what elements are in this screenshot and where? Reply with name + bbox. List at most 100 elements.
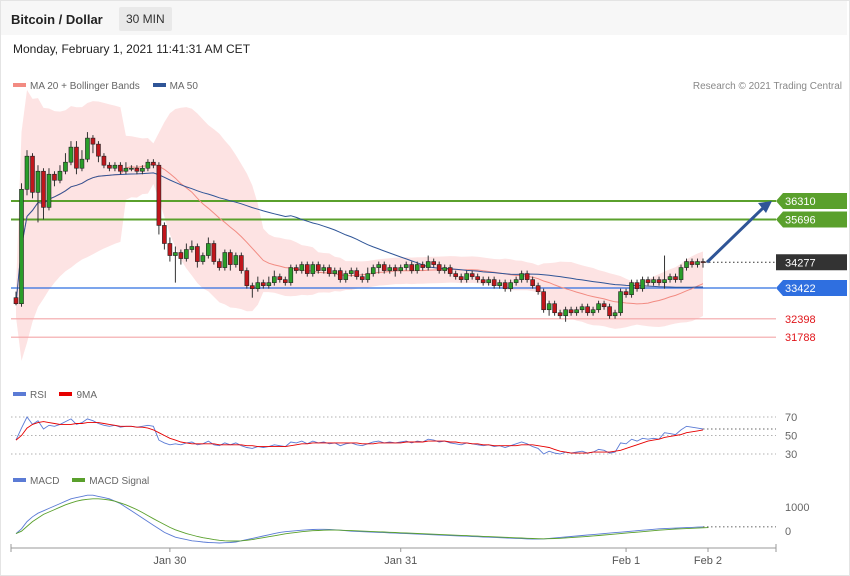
support-label-31788: 31788 (785, 332, 816, 344)
ma20-line (15, 163, 704, 305)
candle-body (392, 267, 398, 271)
candle-body (623, 291, 629, 295)
legend-swatch-ma20 (13, 83, 26, 88)
candle-body (337, 270, 343, 280)
candle-body (272, 276, 277, 283)
candle-body (30, 155, 35, 193)
candle-body (57, 170, 63, 181)
current-price-label: 34277 (785, 257, 816, 269)
candle-body (134, 167, 140, 172)
candle-body (629, 282, 634, 295)
candle-body (310, 264, 316, 274)
candle-body (634, 282, 640, 289)
candle-body (211, 243, 217, 262)
candle-body (293, 267, 299, 271)
candle-body (101, 155, 107, 166)
candle-body (590, 309, 596, 314)
legend-label-rsi: RSI (30, 390, 47, 401)
candle-body (453, 273, 458, 277)
candle-body (563, 309, 568, 317)
candle-body (90, 137, 96, 145)
candle-body (112, 164, 118, 169)
resistance-label-35696: 35696 (785, 215, 816, 227)
ma50-line (15, 172, 703, 304)
candle-body (140, 167, 145, 172)
legend-swatch-macd (13, 478, 26, 483)
projection-arrow (705, 205, 766, 264)
time-label-feb-2: Feb 2 (694, 555, 722, 567)
legend-label-ma20: MA 20 + Bollinger Bands (30, 81, 140, 92)
candle-body (546, 303, 552, 311)
candle-body (107, 164, 112, 169)
legend-item-rsi: RSI (13, 390, 47, 401)
macd-legend: MACD MACD Signal (13, 476, 159, 487)
candle-body (189, 246, 195, 250)
candle-body (299, 264, 305, 271)
candle-body (667, 276, 673, 280)
time-label-jan-30: Jan 30 (153, 555, 186, 567)
candle-body (35, 170, 41, 193)
research-credit: Research © 2021 Trading Central (692, 81, 842, 92)
candle-body (409, 264, 415, 271)
rsi-tick-label-50: 50 (785, 431, 797, 443)
time-label-jan-31: Jan 31 (384, 555, 417, 567)
legend-item-ma50: MA 50 (152, 81, 198, 92)
candle-body (574, 309, 579, 314)
candle-body (222, 252, 228, 268)
candle-body (321, 267, 327, 271)
legend-label-macd-signal: MACD Signal (89, 476, 150, 487)
candle-body (508, 282, 513, 289)
resistance-tag-35696 (776, 211, 847, 228)
timeframe-button[interactable]: 30 MIN (119, 7, 172, 31)
legend-item-ma20: MA 20 + Bollinger Bands (13, 81, 140, 92)
candle-body (304, 264, 310, 274)
resistance-label-36310: 36310 (785, 196, 816, 208)
candle-body (129, 167, 134, 170)
candle-body (151, 161, 156, 166)
candle-body (85, 137, 90, 160)
time-label-feb-1: Feb 1 (612, 555, 640, 567)
candle-body (579, 306, 585, 311)
title-bar: Bitcoin / Dollar 30 MIN (1, 1, 847, 35)
candle-body (618, 291, 623, 314)
candle-body (519, 273, 524, 280)
candle-body (200, 255, 206, 262)
candle-body (673, 276, 678, 280)
candle-body (480, 279, 486, 283)
candle-body (68, 146, 74, 163)
candle-body (46, 173, 52, 208)
candle-body (123, 167, 129, 172)
rsi-legend: RSI 9MA (13, 390, 107, 401)
pivot-tag-33422 (776, 279, 847, 296)
resistance-tag-36310 (776, 193, 847, 210)
candle-body (376, 264, 382, 268)
legend-item-9ma: 9MA (59, 390, 97, 401)
macd-tick-label-1000: 1000 (785, 502, 809, 514)
candle-body (156, 164, 162, 226)
candle-body (497, 282, 502, 286)
candle-body (601, 303, 607, 308)
candle-body (206, 243, 211, 256)
candle-body (326, 267, 332, 274)
candle-body (414, 264, 420, 271)
candle-body (596, 303, 601, 311)
candle-body (585, 306, 590, 314)
candle-body (530, 279, 535, 286)
legend-swatch-9ma (59, 392, 73, 397)
candle-body (173, 252, 178, 256)
candle-body (250, 285, 255, 289)
candle-body (332, 270, 338, 274)
candle-body (184, 249, 189, 259)
bollinger-band (16, 90, 703, 361)
candle-body (359, 276, 365, 280)
rsi-tick-label-30: 30 (785, 449, 797, 461)
candle-body (315, 264, 321, 271)
candle-body (228, 252, 233, 265)
candle-body (255, 282, 261, 289)
candle-body (343, 273, 349, 280)
candle-body (552, 303, 557, 314)
candle-body (398, 267, 404, 271)
candle-body (24, 155, 30, 190)
candle-body (491, 279, 497, 286)
